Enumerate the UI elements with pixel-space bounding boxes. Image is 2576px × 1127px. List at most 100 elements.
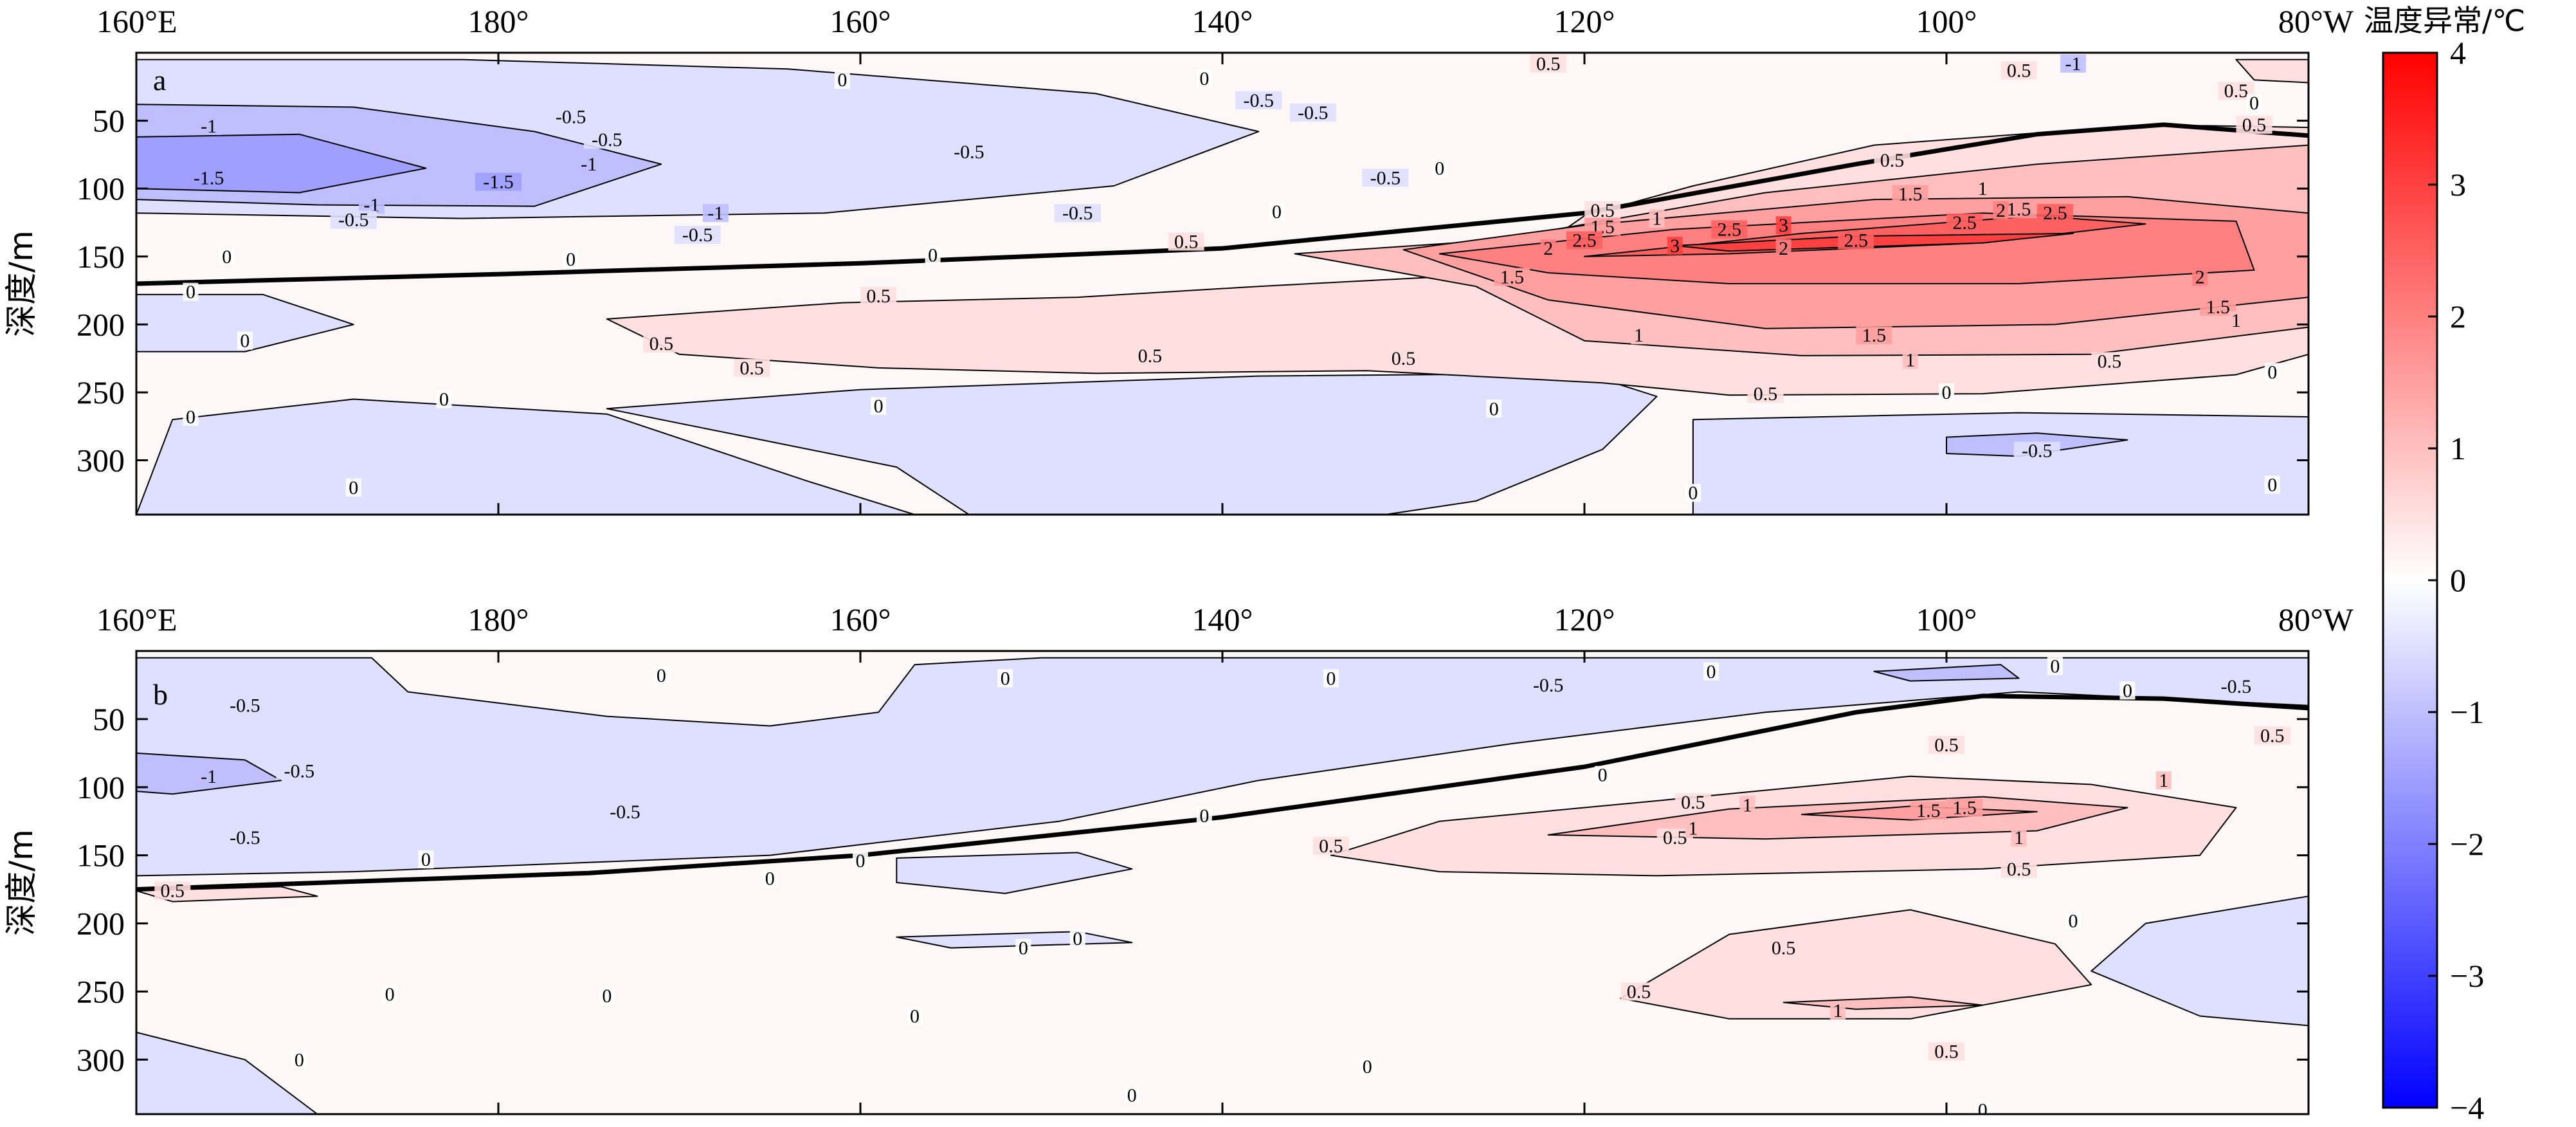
- thermocline-line-a: [136, 122, 2308, 286]
- contour-label-bg: [1685, 484, 1701, 502]
- contour-label-bg: [1747, 385, 1784, 403]
- contour-label-bg: [1685, 819, 1701, 838]
- contour-label: 2.5: [1952, 212, 1977, 234]
- contour-label-bg: [2091, 352, 2128, 371]
- contour-label: -0.5: [1298, 102, 1329, 124]
- contour-label-bg: [2213, 677, 2260, 696]
- y-tick-label: 200: [77, 906, 125, 942]
- contour-label-bg: [345, 478, 361, 497]
- contour-label-bg: [1975, 1101, 1991, 1114]
- contour-label-bg: [1838, 231, 1874, 250]
- contour-label: 1: [1634, 325, 1644, 346]
- contour-label-bg: [1595, 765, 1611, 784]
- x-tick-label: 140°: [1192, 601, 1253, 637]
- contour-label: 1: [1833, 1000, 1843, 1022]
- contour-label: 0.5: [161, 881, 185, 902]
- contour-label: 1.5: [1916, 800, 1941, 821]
- filled-contours-b: [136, 657, 2308, 1114]
- contour-label: 1.5: [2206, 297, 2231, 318]
- contour-label-bg: [1054, 204, 1101, 223]
- contour-label: 0: [602, 985, 612, 1007]
- colorbar-tick-label: 3: [2450, 167, 2466, 203]
- contour-label-bg: [1289, 103, 1336, 122]
- contour-label: 1.5: [1952, 798, 1977, 819]
- contour-label-bg: [330, 210, 377, 229]
- contour-label-bg: [1765, 939, 1802, 957]
- contour-label-bg: [185, 169, 232, 187]
- contour-label-bg: [1674, 793, 1711, 812]
- contour-label: 2: [2195, 266, 2205, 288]
- contour-label-bg: [1069, 929, 1085, 948]
- contour-label: -0.5: [230, 695, 260, 717]
- contour-label: 0: [2069, 910, 2078, 931]
- contour-label-bg: [436, 390, 452, 408]
- contour-label-bg: [1892, 185, 1928, 203]
- y-tick-label: 300: [77, 443, 125, 479]
- contour-label: 0.5: [1772, 938, 1796, 959]
- contour-region: [1620, 909, 2092, 1020]
- x-tick-label: 80°W: [2278, 3, 2354, 39]
- colorbar-tick-label: −2: [2450, 826, 2484, 862]
- contour-region: [896, 852, 1133, 894]
- contour-label-bg: [221, 829, 268, 847]
- contour-label: 1: [2159, 770, 2168, 791]
- contour-label-bg: [221, 696, 268, 715]
- contour-labels-b: -0.5 0 0 0 0 0 -0.5 -0.5 0.5 0 -1 -0.5 -0.5 -0.5 0 0 0 0.…: [154, 655, 2290, 1121]
- contour-region: [136, 398, 916, 515]
- contour-label-bg: [871, 397, 887, 416]
- contour-label: 0: [1363, 1056, 1372, 1077]
- x-tick-label: 100°: [1916, 3, 1977, 39]
- contour-label: 0: [1978, 1100, 1988, 1121]
- contour-label-bg: [1015, 939, 1031, 957]
- contour-label-bg: [1494, 268, 1530, 286]
- thermocline-line: [136, 122, 2308, 286]
- contour-label: -0.5: [592, 129, 622, 151]
- colorbar-tick-label: 0: [2450, 562, 2466, 598]
- x-tick-label: 160°: [830, 601, 891, 637]
- contour-label: 0: [1199, 68, 1209, 89]
- contour-label-bg: [1928, 1042, 1964, 1061]
- contour-label: -0.5: [610, 802, 640, 823]
- contour-label-bg: [2000, 859, 2037, 878]
- contour-label-bg: [237, 331, 253, 350]
- contour-label-bg: [702, 204, 729, 223]
- contour-label-bg: [1902, 351, 1918, 369]
- contour-label: -0.5: [338, 210, 369, 231]
- contour-label: 0.5: [1934, 735, 1959, 756]
- contour-label-bg: [2000, 61, 2037, 80]
- contour-label-bg: [653, 666, 669, 685]
- contour-label: 1: [1905, 349, 1915, 371]
- contour-label: 2: [1543, 238, 1553, 259]
- contour-label-bg: [925, 246, 941, 264]
- contour-label: 0: [566, 249, 576, 270]
- colorbar-tick-label: −4: [2450, 1090, 2484, 1126]
- contour-label: 0: [837, 69, 847, 91]
- colorbar-tick-label: 1: [2450, 430, 2466, 466]
- contour-label: 1.5: [1898, 184, 1923, 205]
- contour-label: 0: [856, 850, 866, 872]
- contour-label-bg: [945, 143, 992, 161]
- contour-label: 3: [1670, 235, 1680, 257]
- contour-region: [1692, 412, 2308, 515]
- colorbar-tick-label: −1: [2450, 694, 2484, 730]
- filled-contours-a: [136, 59, 2308, 515]
- contour-label: 0: [765, 868, 775, 890]
- contour-label-bg: [1631, 326, 1647, 345]
- contour-label: 0: [421, 849, 431, 870]
- contour-label: 0.5: [1392, 348, 1416, 369]
- contour-label-bg: [674, 225, 721, 244]
- contour-label-bg: [291, 1050, 307, 1069]
- contour-label-bg: [1649, 209, 1665, 228]
- contour-label: 0.5: [649, 333, 674, 354]
- colorbar-title: 温度异常/℃: [2364, 3, 2525, 38]
- contour-label-bg: [1196, 807, 1212, 825]
- contour-label: 0.5: [2007, 859, 2031, 880]
- contour-label: 0: [910, 1006, 920, 1027]
- contour-label-bg: [2047, 657, 2063, 675]
- colorbar-tick-label: −3: [2450, 958, 2484, 994]
- contour-label-bg: [1975, 179, 1991, 198]
- contour-label-bg: [1132, 346, 1168, 365]
- contour-label-bg: [1939, 383, 1954, 401]
- y-tick-label: 50: [93, 701, 125, 737]
